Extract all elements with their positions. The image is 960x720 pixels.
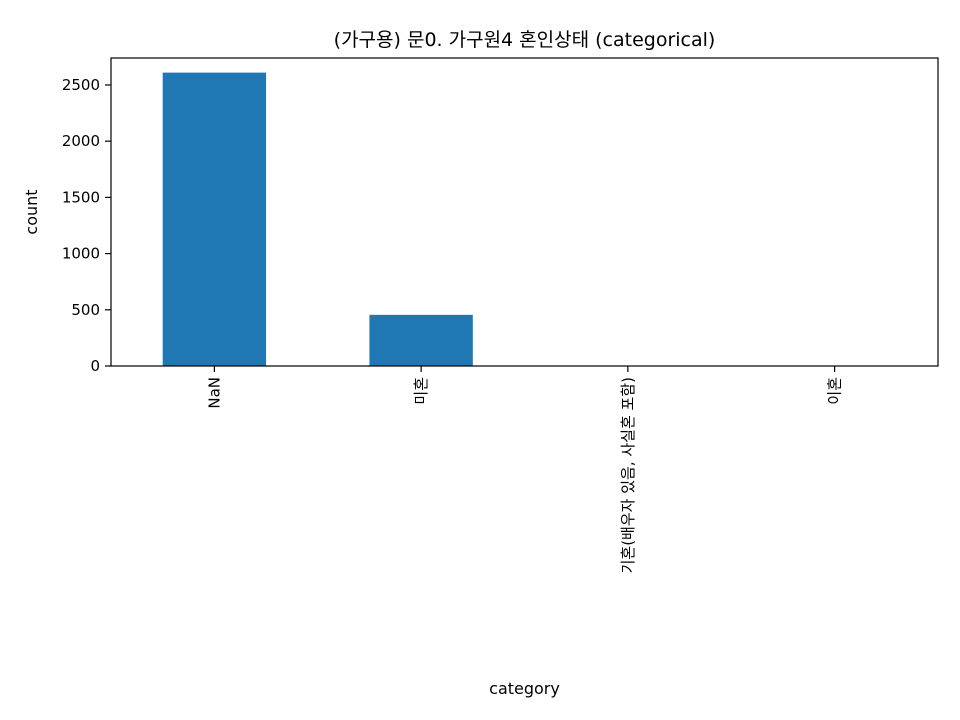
y-tick-label: 2500 (62, 76, 100, 94)
y-tick-label: 500 (71, 301, 100, 319)
x-tick-label: 미혼 (412, 377, 430, 405)
x-axis-label: category (489, 679, 560, 698)
x-tick-label: 이혼 (826, 377, 844, 405)
plot-area: 0 500 1000 1500 2000 2500 NaN 미혼 기혼(배우자 있음, 사실혼 … (62, 57, 939, 573)
x-tick-label: NaN (205, 377, 223, 409)
y-tick-label: 2000 (62, 132, 100, 150)
bar (369, 314, 473, 366)
y-tick-label: 1000 (62, 245, 100, 263)
y-axis-label: count (22, 189, 41, 234)
y-tick-label: 0 (90, 357, 100, 375)
chart-title: (가구용) 문0. 가구원4 혼인상태 (categorical) (334, 29, 716, 51)
y-tick-label: 1500 (62, 188, 100, 206)
bar (162, 72, 267, 367)
x-tick-label: 기혼(배우자 있음, 사실혼 포함) (619, 377, 637, 573)
plot-frame (110, 57, 939, 367)
